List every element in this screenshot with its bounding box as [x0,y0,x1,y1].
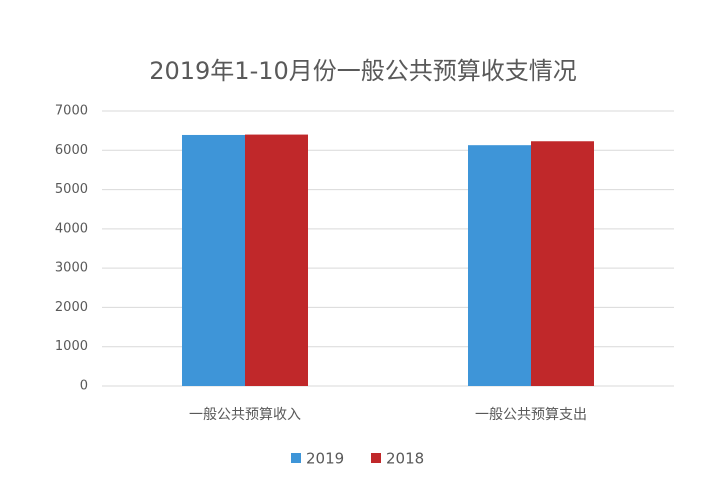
legend-swatch [371,453,381,463]
y-tick-label: 7000 [55,104,88,119]
chart-title: 2019年1-10月份一般公共预算收支情况 [149,57,577,85]
y-tick-label: 1000 [55,339,88,354]
y-tick-label: 2000 [55,300,88,315]
legend-swatch [291,453,301,463]
bar [468,145,531,386]
y-tick-label: 6000 [55,143,88,158]
y-tick-label: 5000 [55,182,88,197]
bar [182,134,245,386]
y-tick-label: 3000 [55,261,88,276]
y-tick-label: 0 [80,379,88,394]
bar [245,134,308,386]
legend-label: 2019 [306,450,344,468]
x-tick-label: 一般公共预算收入 [189,407,301,423]
y-tick-label: 4000 [55,221,88,236]
x-tick-label: 一般公共预算支出 [475,407,587,423]
legend-label: 2018 [386,450,424,468]
bar [531,141,594,386]
